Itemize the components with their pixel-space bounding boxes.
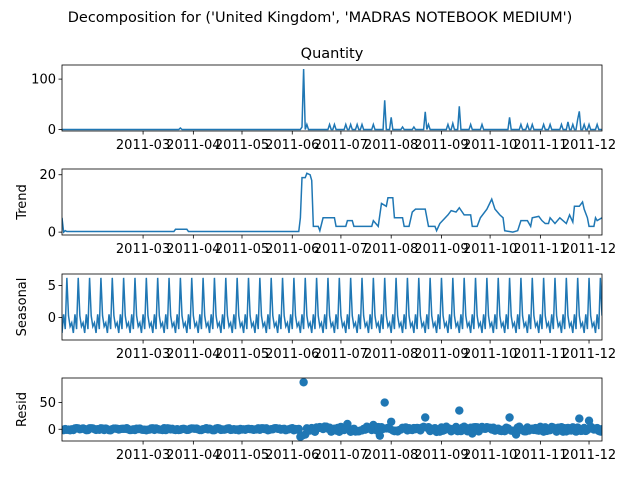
seasonal-x-tick-label: 2011-04 [166,347,220,362]
seasonal-subplot: 052011-032011-042011-052011-062011-07201… [15,273,616,362]
quantity-x-tick-label: 2011-04 [166,138,220,153]
quantity-x-tick-label: 2011-05 [215,138,269,153]
seasonal-x-tick-label: 2011-12 [562,347,616,362]
resid-x-tick-label: 2011-06 [265,448,319,463]
trend-x-tick-label: 2011-10 [463,242,517,257]
trend-subplot: 0202011-032011-042011-052011-062011-0720… [15,168,616,257]
resid-x-tick-label: 2011-04 [166,448,220,463]
seasonal-x-tick-label: 2011-09 [414,347,468,362]
resid-x-tick-label: 2011-07 [314,448,368,463]
quantity-subplot: 01002011-032011-042011-052011-062011-072… [31,46,616,153]
trend-x-tick-label: 2011-03 [116,242,170,257]
seasonal-axes-frame [61,273,603,341]
trend-x-tick-label: 2011-08 [364,242,418,257]
resid-x-tick-label: 2011-08 [364,448,418,463]
trend-axes-frame [61,168,603,236]
resid-point [505,413,514,422]
seasonal-y-axis-label: Seasonal [15,278,30,337]
trend-series-line [62,172,602,234]
quantity-x-tick-label: 2011-11 [513,138,567,153]
quantity-title: Quantity [301,46,364,62]
quantity-y-tick-label: 0 [48,123,56,138]
resid-point [575,414,584,423]
resid-points [62,378,602,441]
quantity-x-tick-label: 2011-10 [463,138,517,153]
seasonal-x-tick-label: 2011-11 [513,347,567,362]
resid-y-axis-label: Resid [15,392,30,427]
quantity-x-tick-label: 2011-03 [116,138,170,153]
trend-y-tick-label: 20 [39,168,56,183]
resid-x-tick-label: 2011-09 [414,448,468,463]
resid-x-tick-label: 2011-03 [116,448,170,463]
resid-x-tick-label: 2011-10 [463,448,517,463]
figure-suptitle: Decomposition for ('United Kingdom', 'MA… [68,10,572,26]
seasonal-y-tick-label: 0 [48,311,56,326]
quantity-x-tick-label: 2011-06 [265,138,319,153]
trend-x-tick-label: 2011-05 [215,242,269,257]
resid-y-tick-label: 50 [39,396,56,411]
resid-point [299,378,308,387]
trend-x-tick-label: 2011-04 [166,242,220,257]
resid-point [597,425,602,434]
resid-point [455,406,464,415]
subplot-panels: 01002011-032011-042011-052011-062011-072… [15,46,616,463]
resid-y-tick-label: 0 [48,423,56,438]
trend-x-tick-label: 2011-07 [314,242,368,257]
resid-point [294,424,303,434]
resid-x-tick-label: 2011-11 [513,448,567,463]
resid-point [386,417,396,426]
seasonal-x-tick-label: 2011-05 [215,347,269,362]
trend-x-tick-label: 2011-12 [562,242,616,257]
quantity-x-tick-label: 2011-08 [364,138,418,153]
resid-axes-frame [61,377,603,442]
quantity-series-line [62,69,602,131]
quantity-x-tick-label: 2011-09 [414,138,468,153]
seasonal-x-tick-label: 2011-07 [314,347,368,362]
resid-subplot: 0502011-032011-042011-052011-062011-0720… [15,377,616,463]
trend-x-tick-label: 2011-06 [265,242,319,257]
trend-y-tick-label: 0 [48,226,56,241]
trend-x-tick-label: 2011-11 [513,242,567,257]
seasonal-y-tick-label: 5 [48,279,56,294]
seasonal-x-tick-label: 2011-03 [116,347,170,362]
resid-point [375,431,385,440]
trend-x-tick-label: 2011-09 [414,242,468,257]
resid-x-tick-label: 2011-05 [215,448,269,463]
resid-point [421,413,430,422]
seasonal-x-tick-label: 2011-06 [265,347,319,362]
quantity-axes-frame [61,64,603,132]
seasonal-series-line [62,277,602,334]
quantity-x-tick-label: 2011-12 [562,138,616,153]
resid-x-tick-label: 2011-12 [562,448,616,463]
quantity-x-tick-label: 2011-07 [314,138,368,153]
resid-point [380,398,389,407]
quantity-y-tick-label: 100 [31,73,56,88]
trend-y-axis-label: Trend [15,184,30,221]
seasonal-x-tick-label: 2011-10 [463,347,517,362]
seasonal-x-tick-label: 2011-08 [364,347,418,362]
